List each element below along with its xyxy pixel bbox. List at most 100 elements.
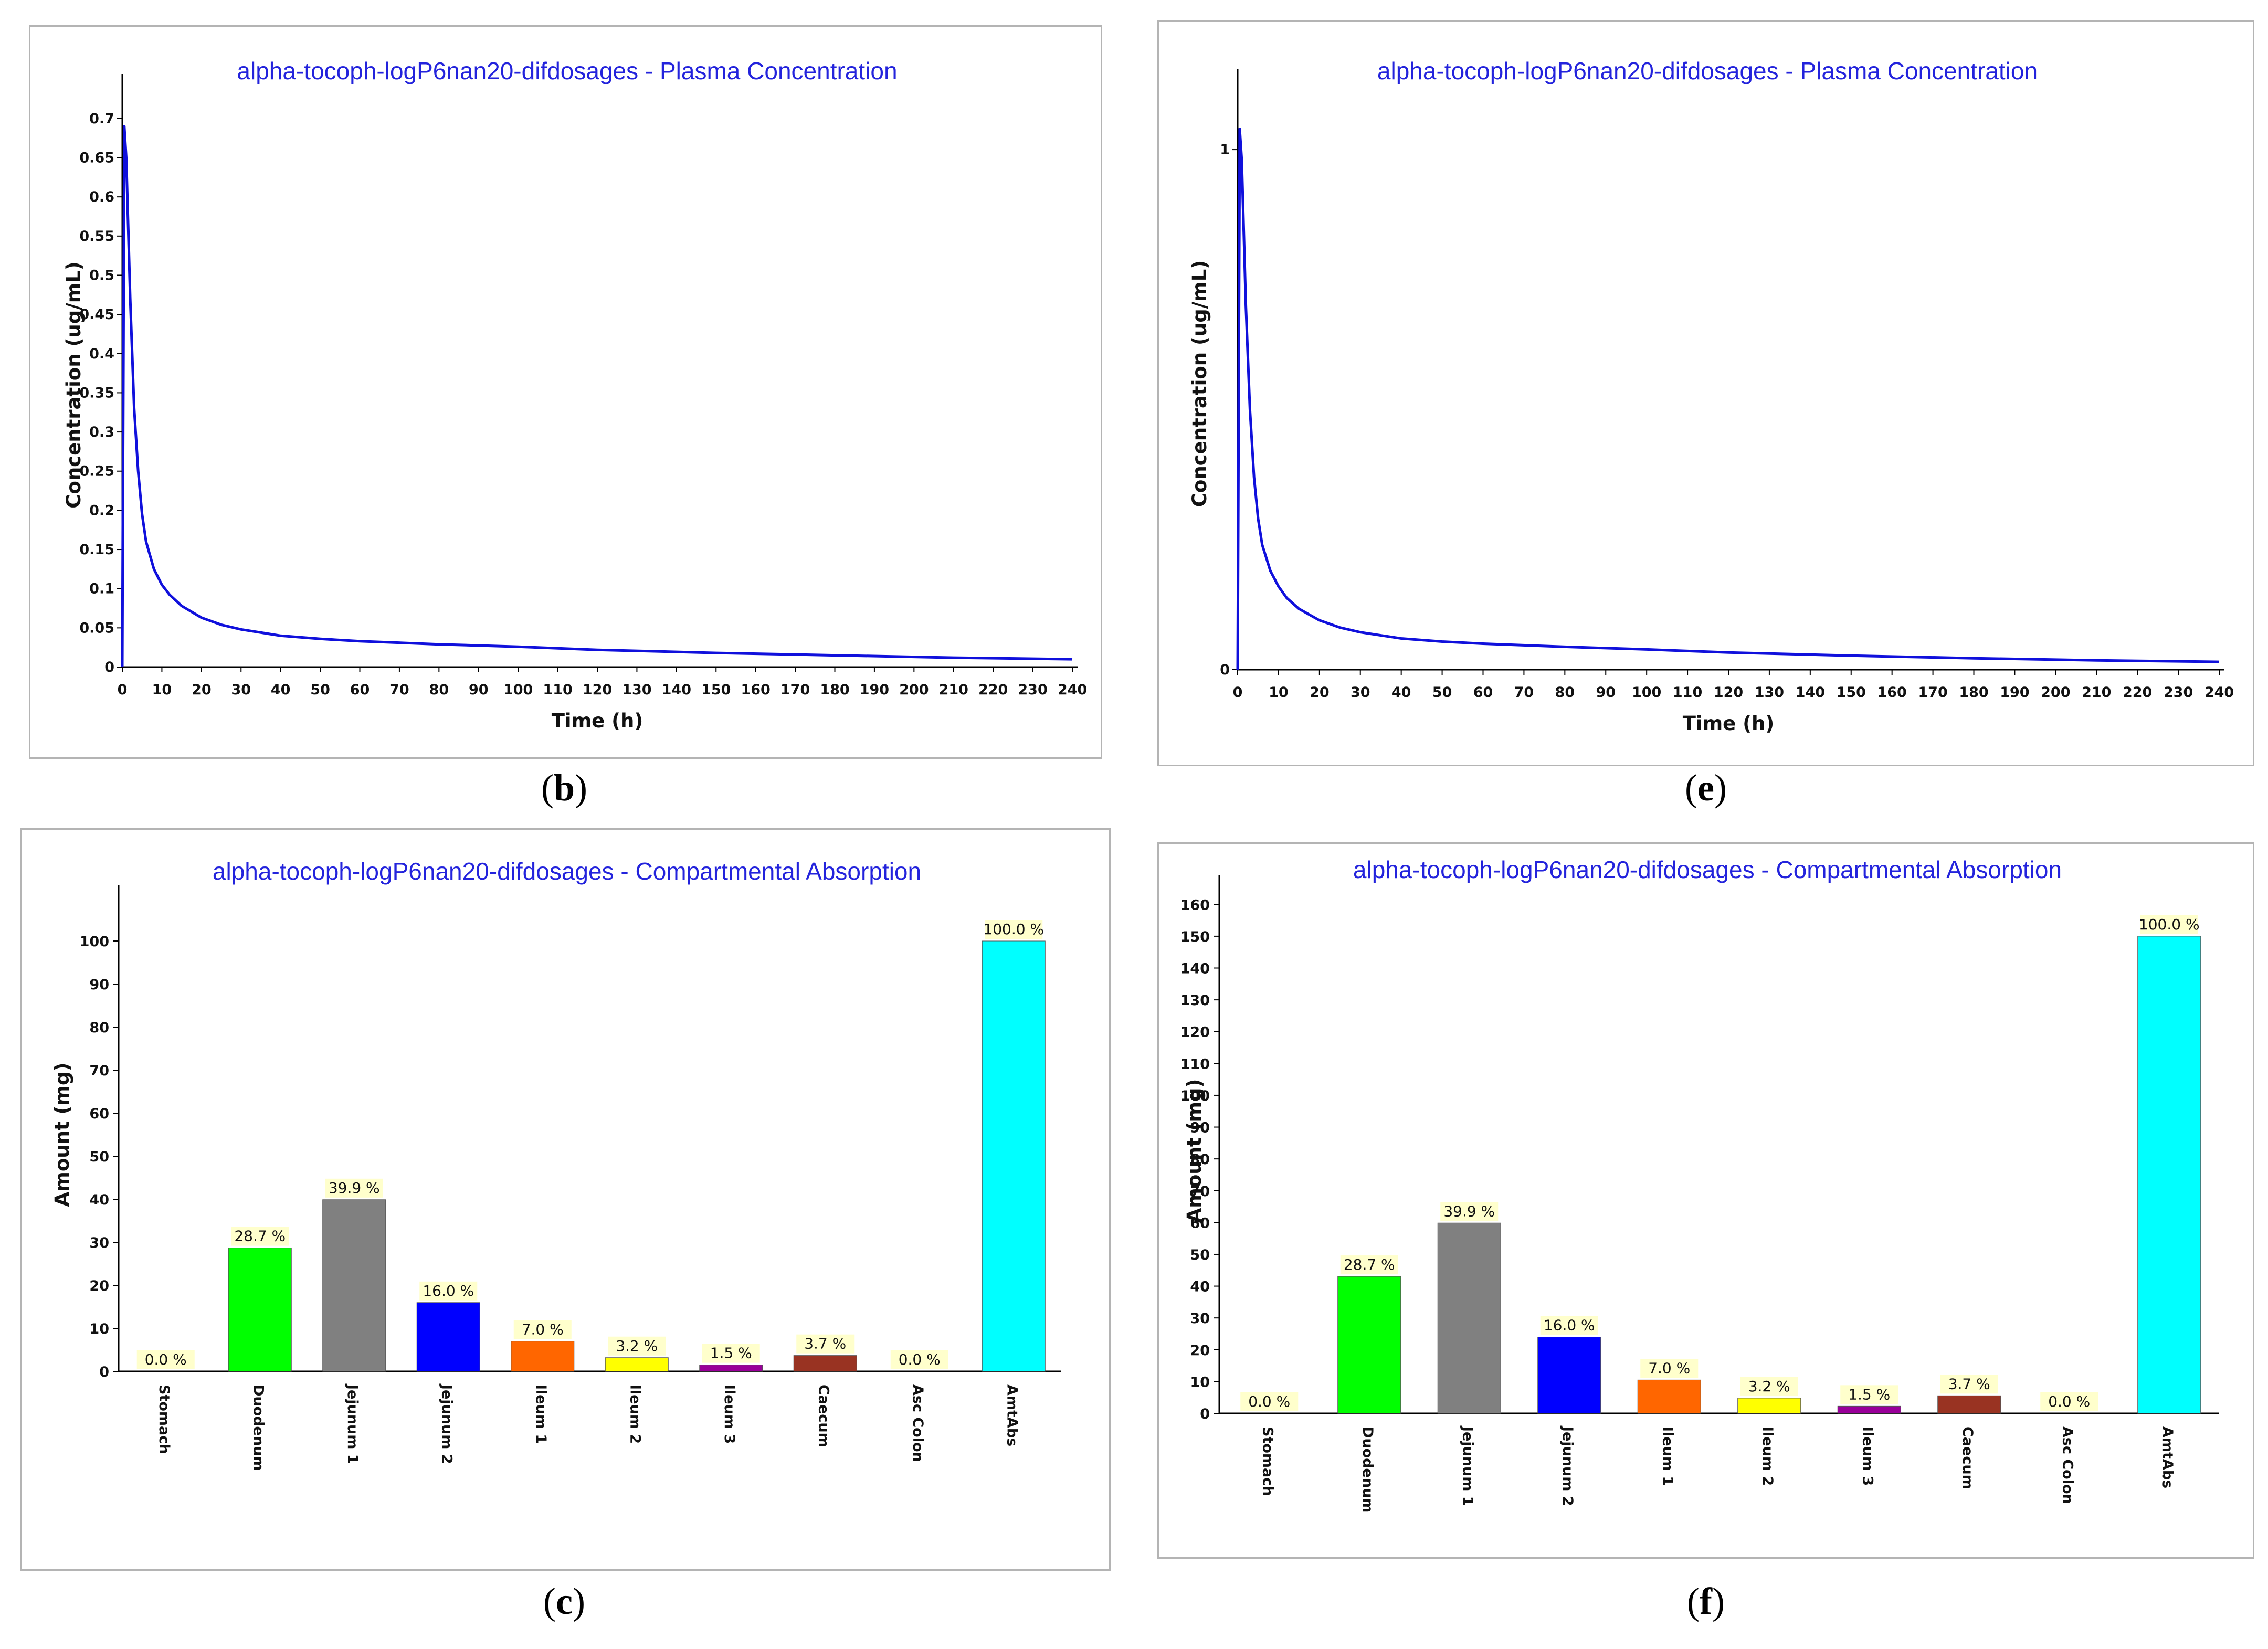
category-label: Caecum	[815, 1384, 831, 1447]
x-tick-label: 30	[1351, 684, 1370, 701]
category-label: Ileum 3	[721, 1384, 737, 1444]
x-tick-label: 210	[939, 682, 968, 698]
category-label: Jejunum 2	[438, 1383, 455, 1464]
bar	[322, 1199, 386, 1372]
x-tick-label: 240	[2204, 684, 2234, 701]
x-tick-label: 180	[820, 682, 849, 698]
data-label: 7.0 %	[522, 1321, 564, 1338]
data-label: 7.0 %	[1648, 1359, 1690, 1377]
caption-b: (b)	[541, 767, 587, 809]
category-label: Jejunum 1	[1459, 1425, 1475, 1506]
bar	[1537, 1337, 1601, 1414]
y-tick-label: 20	[89, 1278, 109, 1294]
x-tick-label: 70	[1514, 684, 1534, 701]
y-tick-label: 30	[1190, 1310, 1210, 1327]
data-label-bg	[1340, 1255, 1398, 1275]
data-label-bg	[2140, 915, 2198, 934]
x-tick-label: 120	[583, 682, 612, 698]
category-label: Duodenum	[1359, 1426, 1376, 1513]
data-label-bg	[136, 1350, 195, 1369]
x-tick-label: 230	[1018, 682, 1047, 698]
data-label-bg	[231, 1227, 289, 1246]
x-tick-label: 150	[1837, 684, 1866, 701]
y-tick-label: 0.1	[89, 581, 114, 597]
series-line	[1236, 128, 2220, 670]
y-tick-label: 10	[1190, 1374, 1210, 1390]
data-label-bg	[1740, 1377, 1798, 1396]
data-label: 39.9 %	[329, 1179, 380, 1197]
chart-f: alpha-tocoph-logP6nan20-difdosages - Com…	[1180, 856, 2219, 1513]
x-tick-label: 10	[152, 682, 172, 698]
chart-title: alpha-tocoph-logP6nan20-difdosages - Com…	[1353, 856, 2062, 883]
y-tick-label: 150	[1180, 929, 1210, 945]
caption-c: (c)	[543, 1580, 585, 1622]
data-label: 1.5 %	[1848, 1386, 1890, 1403]
bar	[1437, 1222, 1501, 1414]
data-label: 0.0 %	[1248, 1393, 1290, 1410]
chart-e: alpha-tocoph-logP6nan20-difdosages - Pla…	[1188, 57, 2234, 735]
chart-panel-c: alpha-tocoph-logP6nan20-difdosages - Com…	[20, 828, 1111, 1571]
data-label: 1.5 %	[710, 1345, 752, 1362]
chart-c: alpha-tocoph-logP6nan20-difdosages - Com…	[51, 858, 1061, 1471]
y-tick-label: 20	[1190, 1343, 1210, 1359]
x-tick-label: 0	[118, 682, 128, 698]
x-tick-label: 80	[1555, 684, 1575, 701]
data-label-bg	[1640, 1359, 1699, 1378]
data-label: 100.0 %	[983, 921, 1044, 938]
y-tick-label: 0.5	[89, 267, 114, 283]
y-tick-label: 60	[1190, 1215, 1210, 1231]
y-tick-label: 100	[80, 934, 109, 950]
chart-title: alpha-tocoph-logP6nan20-difdosages - Com…	[213, 858, 921, 885]
category-label: Jejunum 1	[344, 1383, 361, 1464]
y-tick-label: 50	[89, 1149, 109, 1165]
x-tick-label: 170	[1918, 684, 1947, 701]
category-label: Stomach	[1259, 1426, 1275, 1496]
data-label: 100.0 %	[2139, 916, 2200, 933]
y-axis-label: Concentration (ug/mL)	[62, 261, 85, 509]
data-label: 0.0 %	[899, 1351, 941, 1368]
x-tick-label: 200	[899, 682, 929, 698]
x-tick-label: 220	[2123, 684, 2152, 701]
x-tick-label: 60	[350, 682, 370, 698]
y-tick-label: 160	[1180, 897, 1210, 913]
bar	[1637, 1379, 1701, 1414]
y-tick-label: 90	[89, 977, 109, 993]
x-tick-label: 20	[192, 682, 212, 698]
y-tick-label: 0	[99, 1364, 109, 1380]
y-tick-label: 80	[89, 1020, 109, 1036]
chart-panel-e: alpha-tocoph-logP6nan20-difdosages - Pla…	[1157, 20, 2254, 766]
x-tick-label: 20	[1310, 684, 1330, 701]
data-label-bg	[419, 1281, 478, 1301]
x-tick-label: 210	[2082, 684, 2111, 701]
bar	[511, 1341, 575, 1372]
y-tick-label: 70	[89, 1063, 109, 1079]
data-label-bg	[890, 1350, 948, 1369]
y-tick-label: 0	[1200, 1406, 1210, 1422]
y-tick-label: 0.65	[79, 150, 114, 166]
caption-e: (e)	[1685, 767, 1727, 809]
x-tick-label: 40	[1391, 684, 1411, 701]
x-tick-label: 140	[1796, 684, 1825, 701]
bar	[699, 1365, 763, 1372]
bar	[228, 1248, 292, 1372]
x-tick-label: 100	[1632, 684, 1661, 701]
x-tick-label: 10	[1269, 684, 1289, 701]
x-tick-label: 110	[1673, 684, 1702, 701]
y-tick-label: 60	[89, 1106, 109, 1122]
category-label: AmtAbs	[1004, 1384, 1020, 1446]
y-tick-label: 130	[1180, 992, 1210, 1009]
data-label: 39.9 %	[1443, 1202, 1495, 1220]
y-tick-label: 70	[1190, 1183, 1210, 1200]
x-tick-label: 170	[780, 682, 810, 698]
category-label: Ileum 2	[1759, 1426, 1776, 1486]
category-label: Ileum 1	[1659, 1426, 1675, 1486]
x-tick-label: 0	[1233, 684, 1243, 701]
y-tick-label: 80	[1190, 1151, 1210, 1168]
x-tick-label: 130	[622, 682, 651, 698]
chart-b: alpha-tocoph-logP6nan20-difdosages - Pla…	[62, 57, 1087, 732]
data-label: 28.7 %	[234, 1228, 286, 1245]
y-tick-label: 0.7	[89, 111, 114, 127]
y-tick-label: 30	[89, 1235, 109, 1251]
x-tick-label: 40	[271, 682, 291, 698]
bar	[1837, 1405, 1901, 1414]
